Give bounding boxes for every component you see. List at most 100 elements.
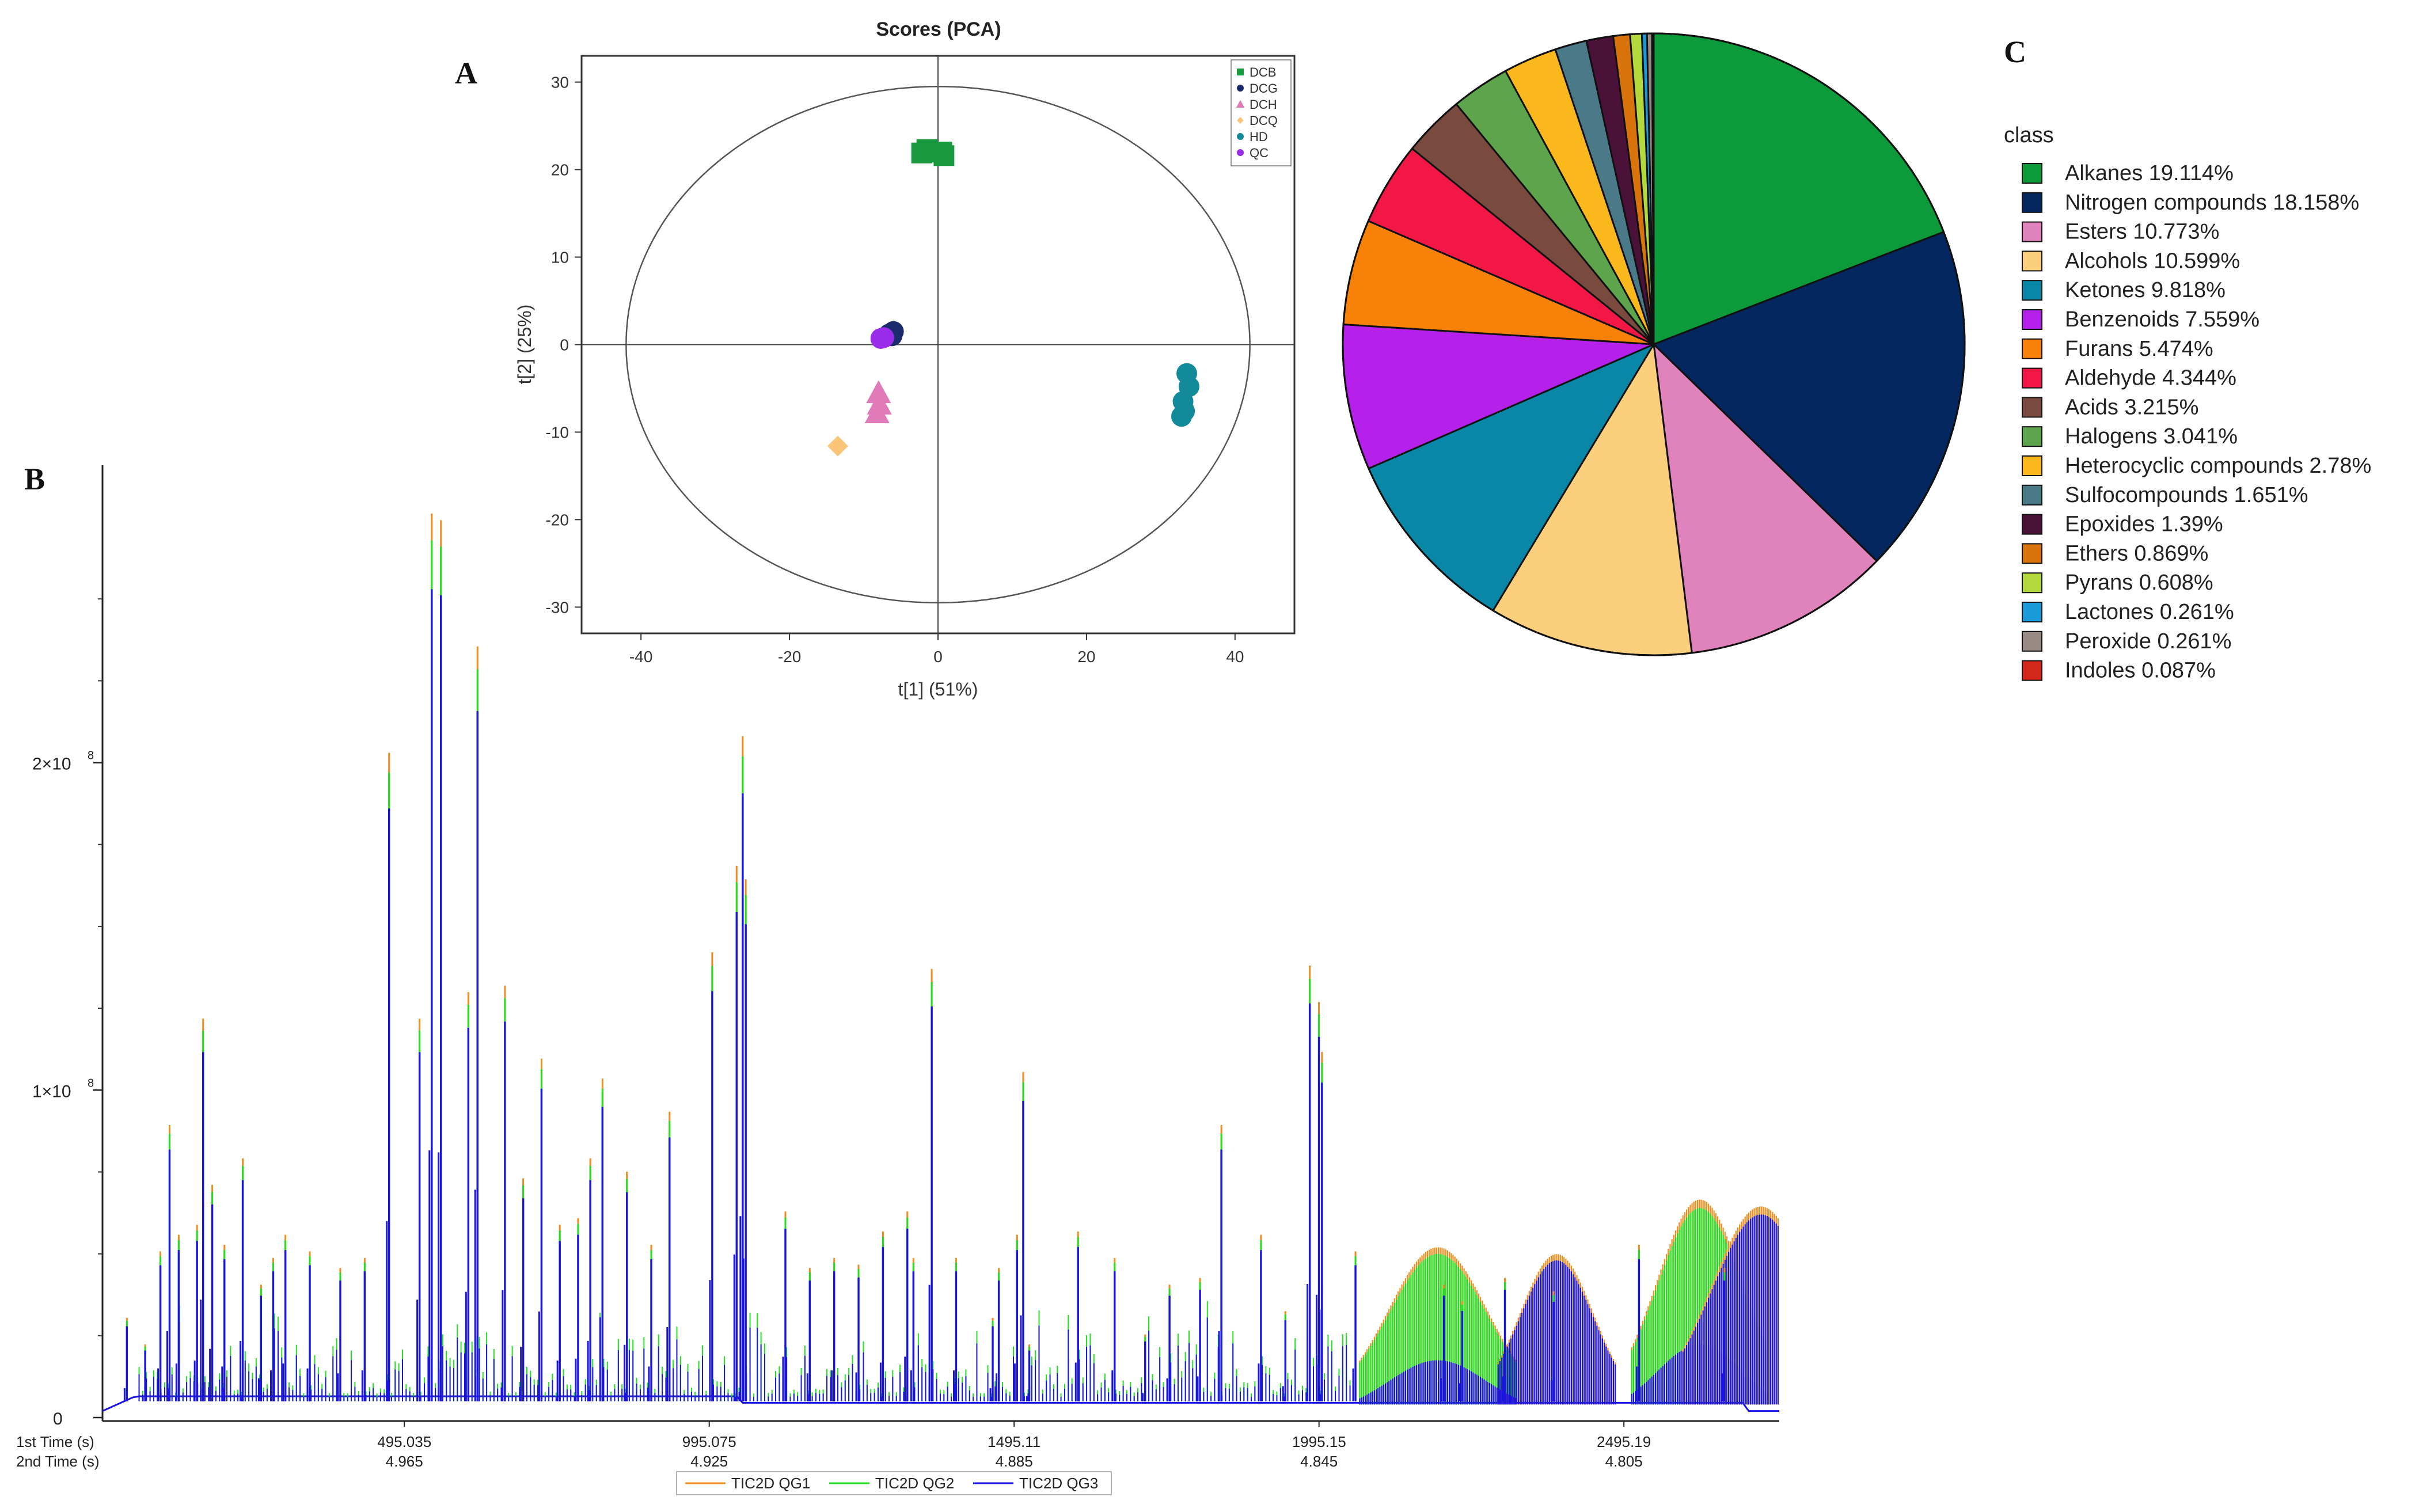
pca-x-label: t[1] (51%) (898, 679, 978, 700)
pca-y-label: t[2] (25%) (514, 305, 535, 385)
pca-legend-marker-hd (1237, 133, 1244, 140)
pie-legend-label: Heterocyclic compounds 2.78% (2065, 454, 2371, 478)
pca-legend-marker-dcg (1237, 85, 1244, 92)
pie-legend: Alkanes 19.114% Nitrogen compounds 18.158… (2022, 161, 2371, 683)
pie-legend-swatch (2022, 660, 2042, 681)
pie-legend-swatch (2022, 602, 2042, 622)
pie-legend-label: Lactones 0.261% (2065, 600, 2234, 624)
tic-y-exponent: 8 (88, 750, 94, 762)
pca-x-tick-label: 20 (1077, 648, 1095, 666)
pca-legend-label: DCB (1250, 65, 1276, 79)
pie-legend-swatch (2022, 630, 2042, 652)
pie-legend-swatch (2022, 309, 2042, 330)
pca-legend-marker-qc (1237, 149, 1244, 156)
tic-y-exponent: 8 (88, 1077, 94, 1089)
pie-outline (1342, 32, 1966, 656)
pie-legend-label: Aldehyde 4.344% (2065, 366, 2236, 390)
tic-x-tick-label-2nd: 4.965 (386, 1453, 423, 1470)
tic-x-tick-label-1st: 495.035 (377, 1433, 431, 1450)
panel-label-b: B (24, 462, 45, 496)
pie-legend-label: Benzenoids 7.559% (2065, 307, 2259, 332)
pie-legend-label: Esters 10.773% (2065, 220, 2219, 244)
pie-legend-swatch (2022, 192, 2042, 213)
pie-legend-swatch (2022, 397, 2042, 418)
pca-x-tick-label: 40 (1226, 648, 1244, 666)
pca-point-dcq (827, 435, 848, 457)
pca-legend-label: DCH (1250, 97, 1277, 112)
tic-x-tick-label-1st: 1995.15 (1292, 1433, 1346, 1450)
class-pie-chart (1342, 32, 1966, 656)
tic-legend-label: TIC2D QG2 (875, 1475, 954, 1492)
pie-legend-label: Furans 5.474% (2065, 337, 2213, 361)
pie-legend-label: Sulfocompounds 1.651% (2065, 483, 2308, 507)
pie-legend-swatch (2022, 338, 2042, 359)
pca-y-tick-label: -30 (546, 598, 569, 616)
pca-hotelling-ellipse (625, 85, 1251, 604)
pie-legend-label: Epoxides 1.39% (2065, 512, 2223, 537)
tic-x-tick-label-2nd: 4.805 (1605, 1453, 1643, 1470)
pie-legend-label: Alkanes 19.114% (2065, 161, 2234, 185)
pca-y-tick-label: 20 (551, 161, 569, 179)
pca-point-hd (1171, 406, 1192, 427)
pca-y-tick-label: -10 (546, 423, 569, 441)
pca-y-tick-label: 10 (551, 249, 569, 267)
pie-legend-label: Peroxide 0.261% (2065, 629, 2231, 654)
tic-broad-humps (1359, 1199, 1779, 1405)
tic-x-ticks: 495.035 4.965 995.075 4.925 1495.11 4.885 1995… (377, 1421, 1651, 1470)
tic-x-row1-label: 1st Time (s) (16, 1433, 94, 1450)
pca-y-tick-label: -20 (546, 511, 569, 529)
tic-y-tick-label: 2×10 (32, 755, 71, 774)
pie-legend-label: Acids 3.215% (2065, 395, 2198, 419)
tic-chromatogram: 0 1×10 8 2×10 8 495.035 4.965 995.075 4.925 1495… (16, 465, 1779, 1495)
pie-legend-swatch (2022, 514, 2042, 535)
pca-point-dcb (933, 145, 955, 166)
pie-legend-swatch (2022, 367, 2042, 389)
pca-legend-label: HD (1250, 130, 1268, 144)
tic-x-tick-label-2nd: 4.885 (996, 1453, 1033, 1470)
tic-peaks (123, 513, 1726, 1401)
tic-y-ticks: 0 1×10 8 2×10 8 (32, 750, 102, 1429)
pie-legend-swatch (2022, 250, 2042, 272)
pca-x-ticks: -40 -20 0 20 40 (629, 633, 1244, 666)
pca-legend-label: DCQ (1250, 113, 1278, 128)
pca-scores-chart: Scores (PCA) -40 -20 0 20 40 30 20 10 0 -10 -20 -3… (514, 18, 1296, 700)
pca-point-dcb (911, 142, 932, 164)
pie-legend-swatch (2022, 543, 2042, 564)
pca-legend-marker-dch (1236, 100, 1245, 108)
tic-y-tick-label: 0 (53, 1410, 63, 1429)
tic-legend-label: TIC2D QG3 (1019, 1475, 1098, 1492)
pca-y-ticks: 30 20 10 0 -10 -20 -30 (546, 74, 582, 616)
pie-legend-label: Nitrogen compounds 18.158% (2065, 191, 2359, 215)
pie-legend-label: Ketones 9.818% (2065, 278, 2226, 302)
pie-legend-swatch (2022, 163, 2042, 184)
pca-x-tick-label: 0 (933, 648, 943, 666)
pca-legend-box (1231, 59, 1292, 166)
tic-x-tick-label-1st: 1495.11 (988, 1433, 1040, 1450)
pca-x-tick-label: -20 (778, 648, 801, 666)
pie-legend-label: Alcohols 10.599% (2065, 249, 2240, 273)
pca-legend-marker-dcb (1237, 69, 1244, 75)
panel-label-a: A (455, 56, 477, 90)
pie-legend-swatch (2022, 572, 2042, 594)
tic-legend: TIC2D QG1 TIC2D QG2 TIC2D QG3 (685, 1475, 1098, 1492)
pie-legend-title: class (2004, 123, 2054, 147)
tic-legend-label: TIC2D QG1 (731, 1475, 810, 1492)
tic-x-tick-label-1st: 995.075 (682, 1433, 736, 1450)
pie-legend-label: Pyrans 0.608% (2065, 571, 2213, 595)
panel-label-c: C (2004, 35, 2026, 69)
pca-x-tick-label: -40 (629, 648, 652, 666)
pca-points (827, 139, 1199, 457)
pca-title: Scores (PCA) (876, 18, 1001, 40)
tic-x-tick-label-1st: 2495.19 (1597, 1433, 1651, 1450)
pie-legend-swatch (2022, 280, 2042, 301)
pca-point-dch (866, 380, 891, 404)
pca-y-tick-label: 30 (551, 74, 569, 92)
pca-legend-marker-dcq (1237, 117, 1244, 124)
pca-point-qc (870, 328, 891, 349)
pie-legend-swatch (2022, 221, 2042, 242)
pca-point-dch (864, 400, 890, 424)
tic-x-tick-label-2nd: 4.925 (690, 1453, 728, 1470)
pie-legend-swatch (2022, 484, 2042, 506)
